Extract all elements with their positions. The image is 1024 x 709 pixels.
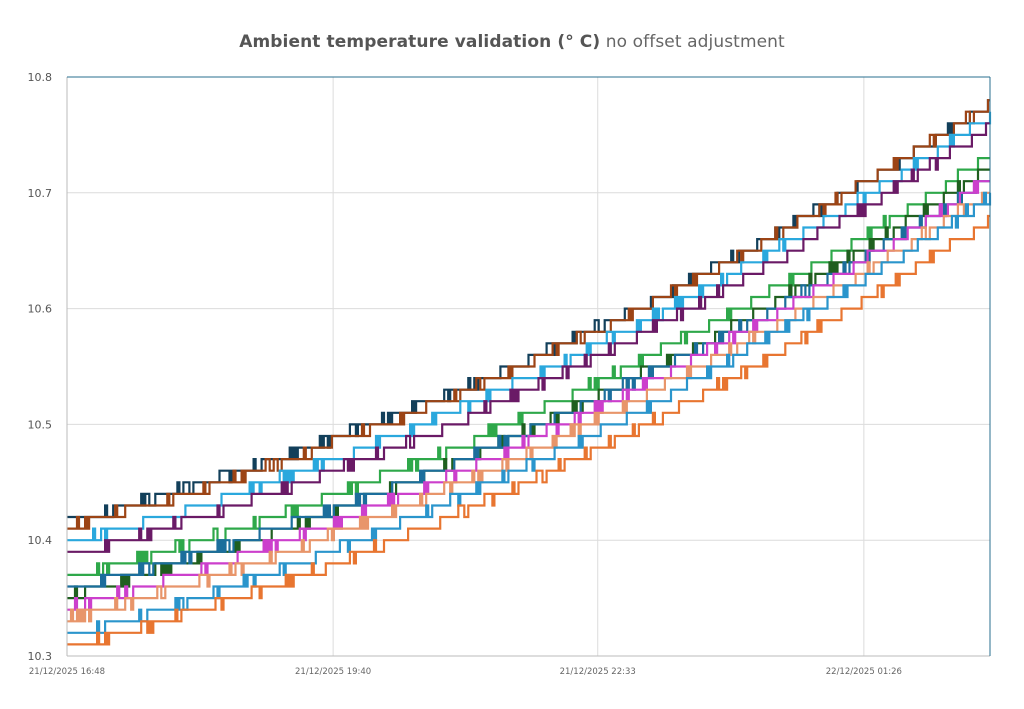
x-tick-label: 22/12/2025 01:26: [826, 667, 902, 677]
series-line-7: [67, 180, 990, 588]
chart-title-main: Ambient temperature validation (° C): [239, 32, 601, 52]
y-tick-labels: 10.3 10.4 10.5 10.6 10.7 10.8: [28, 71, 53, 663]
x-tick-label: 21/12/2025 22:33: [560, 667, 636, 677]
y-tick-label: 10.5: [28, 418, 53, 431]
series-line-10: [67, 191, 992, 634]
x-tick-label: 21/12/2025 16:48: [29, 667, 105, 677]
series-line-9: [67, 191, 990, 623]
y-tick-label: 10.6: [28, 303, 53, 316]
series-line-11: [67, 214, 990, 646]
x-tick-labels: 21/12/2025 16:48 21/12/2025 19:40 21/12/20…: [29, 667, 902, 677]
y-tick-label: 10.8: [28, 71, 53, 84]
series-line-3: [67, 111, 992, 542]
chart-subtitle: no offset adjustment: [605, 32, 785, 52]
axes: [66, 76, 991, 657]
series-lines: [67, 99, 992, 646]
y-tick-label: 10.7: [28, 187, 53, 200]
series-line-6: [67, 168, 990, 600]
series-line-8: [67, 180, 990, 611]
series-line-4: [67, 122, 990, 553]
series-line-2: [67, 99, 990, 530]
y-tick-label: 10.4: [28, 534, 53, 547]
chart-title: Ambient temperature validation (° C) no …: [0, 32, 1024, 52]
x-tick-label: 21/12/2025 19:40: [295, 667, 371, 677]
y-tick-label: 10.3: [28, 650, 53, 663]
